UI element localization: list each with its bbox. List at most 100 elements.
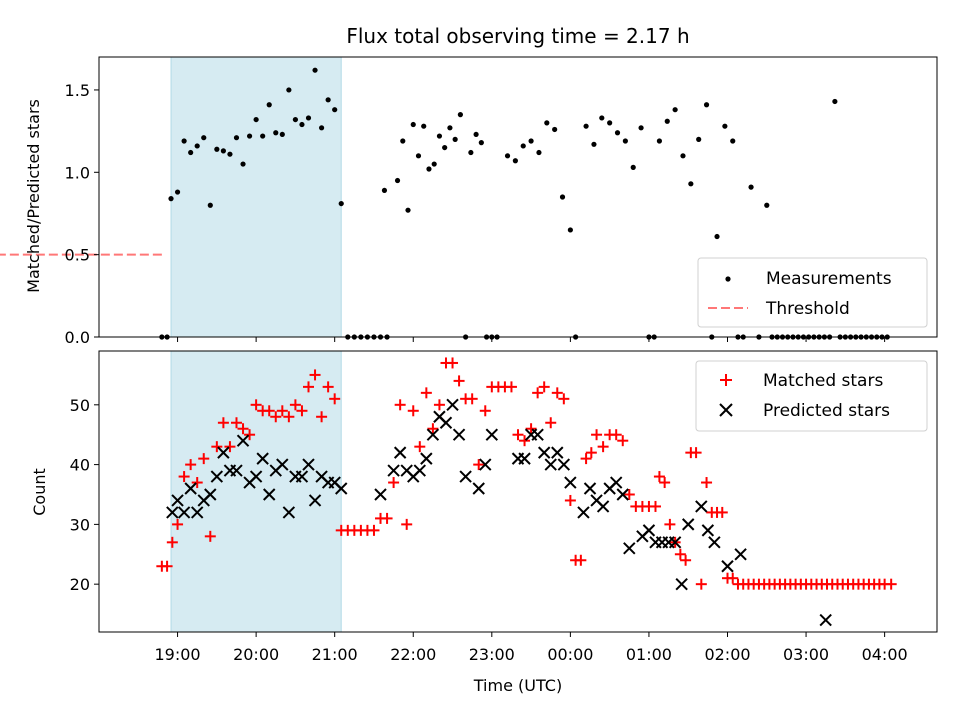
matched-point [401,518,413,530]
measurement-point [220,148,226,154]
predicted-point [217,446,230,459]
measurement-point [436,133,443,139]
matched-point [244,429,256,441]
matched-point [525,423,537,435]
matched-point [427,423,439,435]
predicted-point [557,458,571,471]
measurement-point [567,227,573,233]
bottom-y-axis: 20 30 40 50 [70,396,99,594]
measurement-point [240,161,246,167]
measurement-point [207,202,213,208]
x-tick-label: 22:00 [390,645,436,664]
matched-point [303,381,314,393]
predicted-point [734,548,747,561]
measurement-point [473,131,479,138]
predicted-point [276,458,289,471]
predicted-point [230,464,243,477]
predicted-point [479,458,492,471]
predicted-point [190,506,204,519]
measurement-point [528,138,534,144]
measurement-point [583,123,589,129]
matched-point [674,548,686,560]
predicted-point [413,464,427,477]
top-panel: 0.0 0.5 1.0 1.5 Matched/Predicted stars Mea… [0,56,938,347]
bottom-legend-box [695,360,928,432]
y-tick-label: 50 [70,396,90,415]
x-tick-label: 02:00 [704,645,750,664]
predicted-point [184,482,197,495]
legend-label-threshold: Threshold [765,299,850,319]
measurement-point [194,143,200,149]
measurement-point [536,149,542,156]
predicted-point [308,494,322,507]
predicted-point [439,416,453,429]
matched-point [191,477,203,489]
measurement-point [312,67,318,73]
matched-point [473,459,485,471]
matched-point [512,429,524,441]
matched-point [716,506,728,518]
bottom-plot-frame [98,350,938,633]
x-axis-label: Time (UTC) [473,676,562,695]
measurement-point [452,136,458,142]
predicted-point [544,458,557,471]
measurement-point [599,115,605,121]
measurement-point [478,140,484,146]
measurement-point [591,141,597,147]
predicted-point [472,482,485,495]
measurement-point [614,130,621,136]
matched-point [617,435,629,447]
measurement-point [672,107,678,113]
top-y-label: Matched/Predicted stars [24,99,43,293]
measurement-point [279,131,285,138]
measurement-point [325,97,331,103]
predicted-point [393,446,407,459]
matched-point [230,417,242,429]
predicted-point [531,428,544,441]
x-tick-label: 19:00 [155,645,201,664]
predicted-point [387,464,400,477]
measurement-point [181,138,187,144]
predicted-point [452,428,466,441]
bottom-x-axis: 19:00 20:00 21:00 22:00 23:00 00:00 01:00 02:00… [155,632,908,664]
matched-points [156,357,897,590]
matched-point [296,405,308,417]
measurement-point [400,138,406,144]
measurement-point [832,98,838,105]
predicted-point [204,488,217,501]
top-legend: Measurements Threshold [697,257,928,328]
matched-point [453,375,465,387]
x-tick-label: 23:00 [469,645,515,664]
x-tick-label: 00:00 [547,645,593,664]
predicted-point [210,470,224,483]
measurement-point [174,189,181,195]
matched-point [538,381,550,393]
measurement-point [214,146,220,152]
measurement-point [680,153,686,159]
measurement-point [394,177,401,184]
predicted-point [335,482,348,495]
matched-point [659,477,671,489]
measurement-point [201,135,207,141]
predicted-point [177,506,191,519]
measurement-point [622,138,628,144]
matched-point [161,560,173,572]
top-highlight-span [170,56,342,338]
predicted-point [236,434,250,447]
matched-point [591,429,603,441]
measurement-point [405,207,411,213]
matched-point [701,477,713,489]
predicted-point [596,500,610,513]
matched-point [649,500,661,512]
y-tick-label: 30 [70,515,90,534]
matched-point [551,387,563,399]
matched-point [580,453,592,465]
measurement-point [253,116,259,123]
matched-point [664,518,676,530]
measurement-point [552,126,558,133]
predicted-point [263,488,276,501]
predicted-point [446,398,459,412]
measurement-point [714,233,720,240]
matched-point [198,453,210,465]
